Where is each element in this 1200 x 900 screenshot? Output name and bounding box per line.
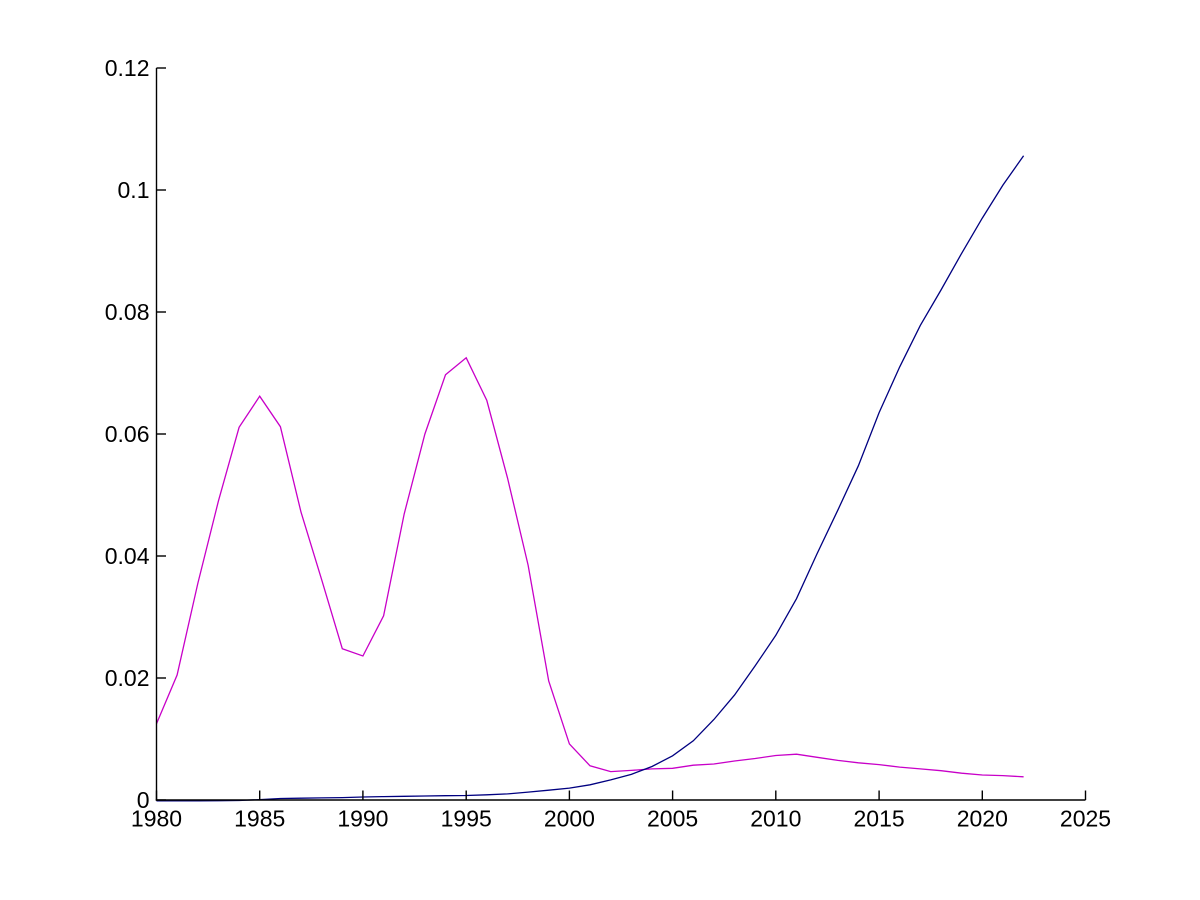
svg-text:1990: 1990 bbox=[337, 806, 388, 832]
svg-text:2000: 2000 bbox=[544, 806, 595, 832]
svg-text:1995: 1995 bbox=[441, 806, 492, 832]
svg-text:0.08: 0.08 bbox=[105, 299, 150, 325]
svg-text:2025: 2025 bbox=[1060, 806, 1111, 832]
svg-text:2005: 2005 bbox=[647, 806, 698, 832]
svg-text:0.1: 0.1 bbox=[118, 177, 150, 203]
svg-text:0.12: 0.12 bbox=[105, 55, 150, 81]
svg-text:0.04: 0.04 bbox=[105, 543, 150, 569]
svg-text:2015: 2015 bbox=[854, 806, 905, 832]
svg-text:2020: 2020 bbox=[957, 806, 1008, 832]
svg-text:0: 0 bbox=[137, 787, 150, 813]
svg-text:1985: 1985 bbox=[234, 806, 285, 832]
svg-text:2010: 2010 bbox=[750, 806, 801, 832]
svg-text:0.02: 0.02 bbox=[105, 665, 150, 691]
svg-text:0.06: 0.06 bbox=[105, 421, 150, 447]
svg-text:1980: 1980 bbox=[131, 806, 182, 832]
